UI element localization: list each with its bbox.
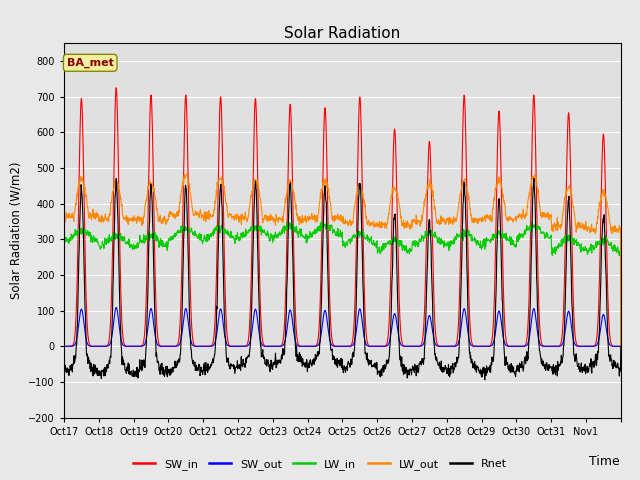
Rnet (317, 307, 325, 313)
Legend: SW_in, SW_out, LW_in, LW_out, Rnet: SW_in, SW_out, LW_in, LW_out, Rnet (129, 455, 511, 474)
SW_in (617, 343, 625, 349)
Title: Solar Radiation: Solar Radiation (284, 25, 401, 41)
Line: Rnet: Rnet (64, 179, 621, 380)
SW_out (317, 328, 325, 334)
LW_in (474, 241, 481, 247)
LW_in (529, 219, 536, 225)
SW_in (474, 343, 482, 349)
Rnet (147, 182, 155, 188)
SW_out (617, 343, 625, 349)
Line: SW_out: SW_out (64, 308, 621, 346)
Y-axis label: Solar Radiation (W/m2): Solar Radiation (W/m2) (10, 162, 23, 299)
Line: LW_out: LW_out (64, 174, 621, 346)
SW_in (148, 95, 156, 101)
LW_in (60, 237, 68, 243)
LW_out (147, 182, 155, 188)
SW_in (328, 337, 336, 343)
LW_in (317, 220, 325, 226)
LW_out (556, 224, 563, 229)
LW_in (617, 343, 625, 349)
LW_out (317, 187, 325, 193)
Line: SW_in: SW_in (64, 88, 621, 346)
LW_out (183, 171, 191, 177)
Rnet (556, 362, 564, 368)
LW_in (610, 242, 618, 248)
Rnet (474, 363, 481, 369)
SW_out (328, 343, 336, 348)
X-axis label: Time: Time (589, 455, 620, 468)
SW_out (148, 306, 156, 312)
Rnet (481, 377, 488, 383)
SW_in (556, 343, 563, 348)
Text: BA_met: BA_met (67, 58, 114, 68)
LW_in (328, 222, 335, 228)
LW_out (328, 216, 336, 222)
Rnet (530, 176, 538, 181)
Rnet (611, 360, 618, 366)
LW_out (610, 228, 618, 234)
LW_out (474, 216, 482, 222)
SW_out (113, 305, 120, 311)
Line: LW_in: LW_in (64, 222, 621, 346)
Rnet (60, 364, 68, 370)
LW_out (617, 343, 625, 349)
Rnet (328, 348, 335, 353)
SW_out (474, 343, 482, 349)
Rnet (617, 343, 625, 349)
SW_out (610, 343, 618, 349)
SW_in (610, 343, 618, 349)
SW_out (60, 343, 68, 349)
SW_out (556, 343, 563, 349)
LW_in (556, 242, 563, 248)
SW_in (60, 343, 68, 349)
LW_out (60, 216, 68, 222)
SW_in (113, 85, 120, 91)
LW_in (147, 235, 155, 240)
SW_in (317, 244, 325, 250)
